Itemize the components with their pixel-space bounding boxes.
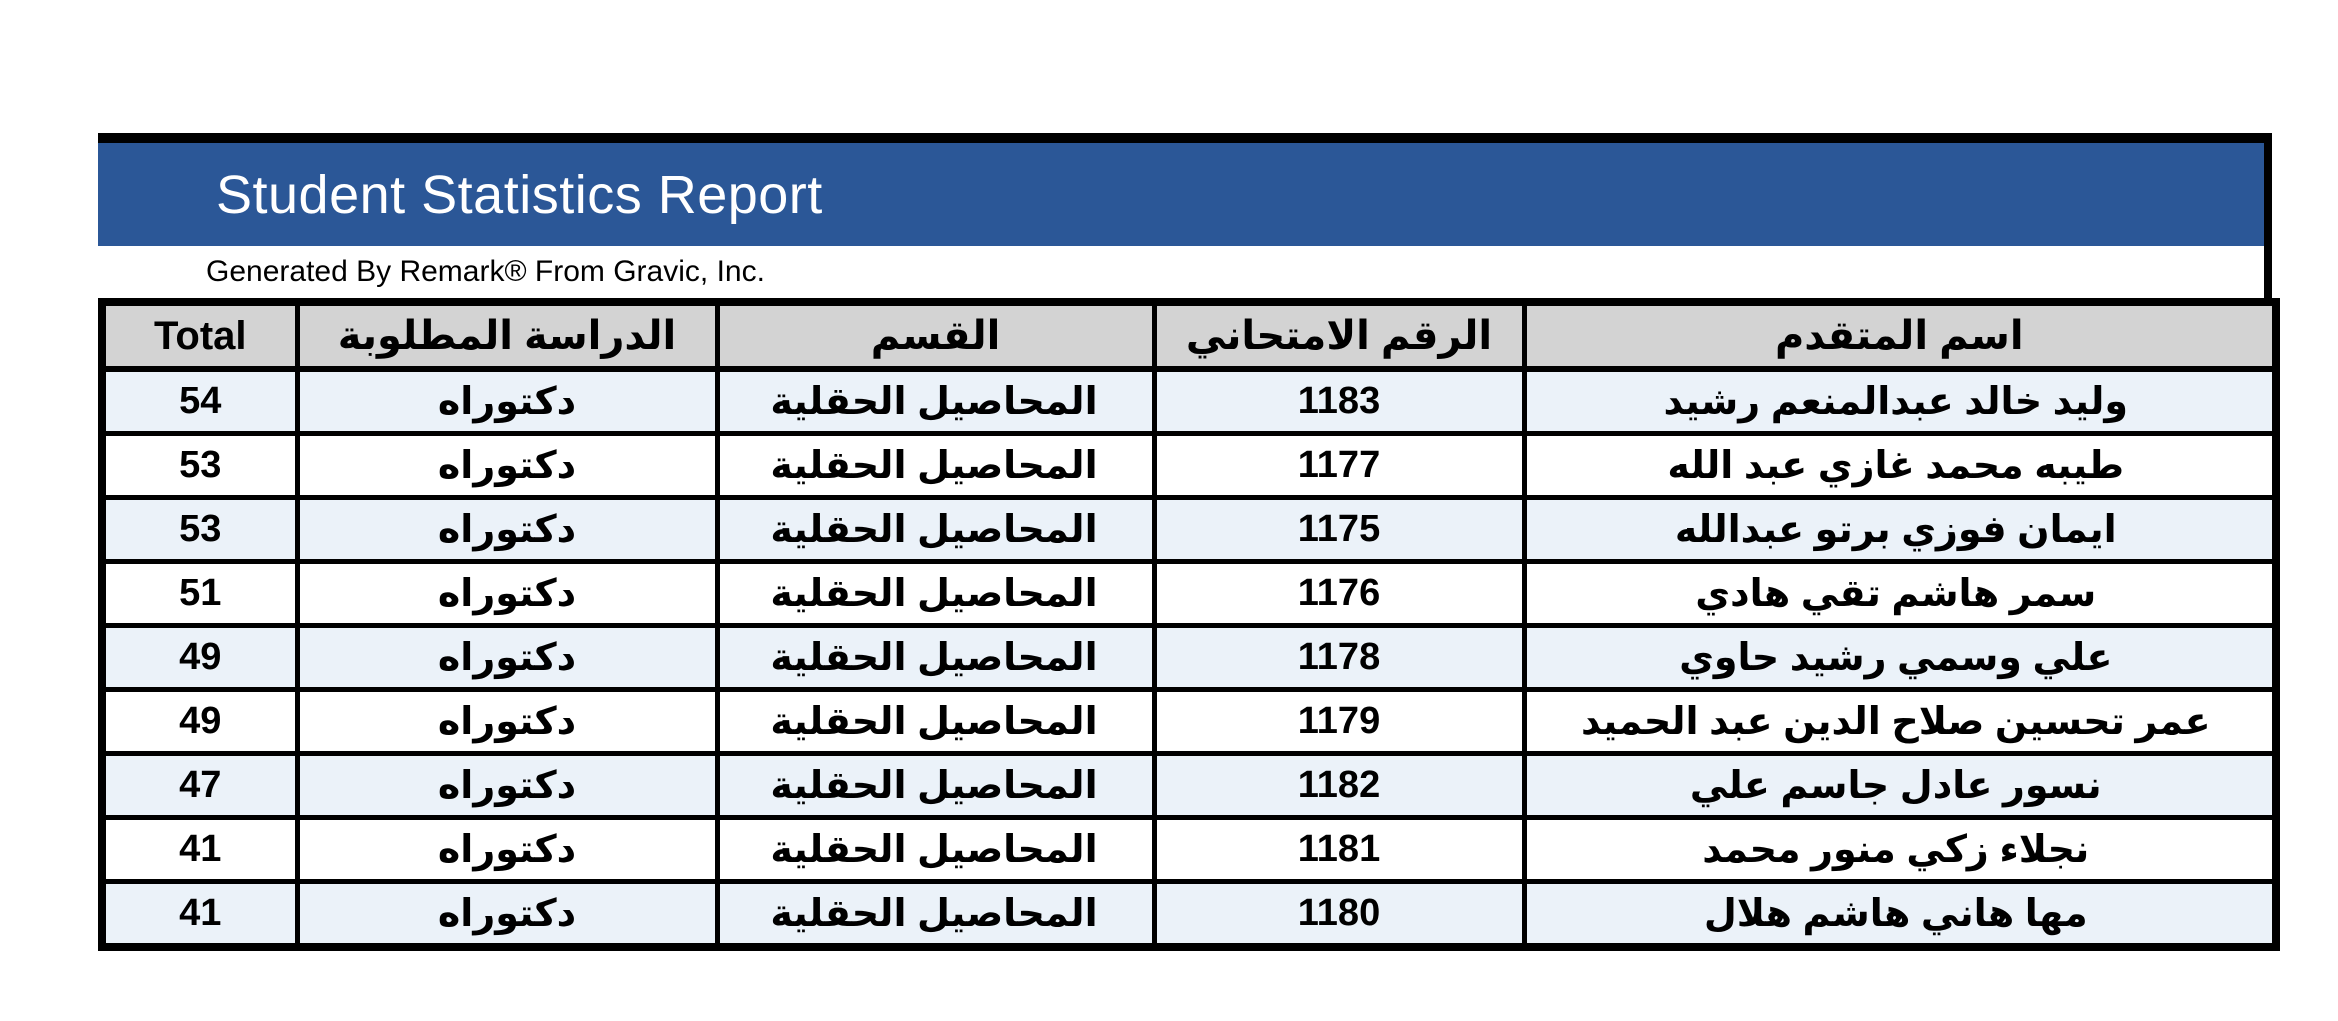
total-cell: 49 — [99, 687, 300, 756]
generated-by-text: Generated By Remark® From Gravic, Inc. — [206, 255, 765, 288]
table-row: 53 دكتوراه المحاصيل الحقلية 1175 ايمان ف… — [99, 495, 2279, 564]
subtitle-strip: Generated By Remark® From Gravic, Inc. — [98, 246, 2264, 298]
column-header-department: القسم — [714, 299, 1157, 372]
table-row: 41 دكتوراه المحاصيل الحقلية 1180 مها هان… — [99, 879, 2279, 950]
student-statistics-table: Total الدراسة المطلوبة القسم الرقم الامت… — [98, 298, 2280, 951]
department-cell: المحاصيل الحقلية — [714, 366, 1157, 436]
department-cell: المحاصيل الحقلية — [714, 879, 1157, 950]
department-cell: المحاصيل الحقلية — [714, 815, 1157, 884]
applicant-name-cell: ايمان فوزي برتو عبدالله — [1521, 495, 2279, 564]
table-row: 41 دكتوراه المحاصيل الحقلية 1181 نجلاء ز… — [99, 815, 2279, 884]
required-study-cell: دكتوراه — [294, 366, 720, 436]
applicant-name-cell: طيبه محمد غازي عبد الله — [1521, 431, 2279, 500]
applicant-name-cell: سمر هاشم تقي هادي — [1521, 559, 2279, 628]
column-header-applicant-name: اسم المتقدم — [1521, 299, 2279, 372]
total-cell: 41 — [99, 879, 300, 950]
required-study-cell: دكتوراه — [294, 751, 720, 820]
required-study-cell: دكتوراه — [294, 559, 720, 628]
department-cell: المحاصيل الحقلية — [714, 495, 1157, 564]
total-cell: 53 — [99, 495, 300, 564]
applicant-name-cell: مها هاني هاشم هلال — [1521, 879, 2279, 950]
exam-number-cell: 1183 — [1151, 366, 1527, 436]
table-row: 51 دكتوراه المحاصيل الحقلية 1176 سمر هاش… — [99, 559, 2279, 628]
exam-number-cell: 1180 — [1151, 879, 1527, 950]
required-study-cell: دكتوراه — [294, 687, 720, 756]
required-study-cell: دكتوراه — [294, 623, 720, 692]
required-study-cell: دكتوراه — [294, 495, 720, 564]
exam-number-cell: 1178 — [1151, 623, 1527, 692]
applicant-name-cell: علي وسمي رشيد حاوي — [1521, 623, 2279, 692]
exam-number-cell: 1181 — [1151, 815, 1527, 884]
total-cell: 49 — [99, 623, 300, 692]
required-study-cell: دكتوراه — [294, 431, 720, 500]
required-study-cell: دكتوراه — [294, 815, 720, 884]
column-header-total: Total — [99, 299, 300, 372]
total-cell: 51 — [99, 559, 300, 628]
total-cell: 47 — [99, 751, 300, 820]
header-top-bar — [98, 133, 2264, 143]
exam-number-cell: 1176 — [1151, 559, 1527, 628]
applicant-name-cell: نجلاء زكي منور محمد — [1521, 815, 2279, 884]
exam-number-cell: 1177 — [1151, 431, 1527, 500]
total-cell: 54 — [99, 366, 300, 436]
table-header-row: Total الدراسة المطلوبة القسم الرقم الامت… — [99, 299, 2279, 372]
exam-number-cell: 1175 — [1151, 495, 1527, 564]
table-row: 54 دكتوراه المحاصيل الحقلية 1183 وليد خا… — [99, 366, 2279, 436]
exam-number-cell: 1182 — [1151, 751, 1527, 820]
applicant-name-cell: وليد خالد عبدالمنعم رشيد — [1521, 366, 2279, 436]
table-row: 49 دكتوراه المحاصيل الحقلية 1179 عمر تحس… — [99, 687, 2279, 756]
report-header: Student Statistics Report Generated By R… — [98, 133, 2272, 298]
total-cell: 41 — [99, 815, 300, 884]
title-banner: Student Statistics Report — [98, 143, 2264, 246]
department-cell: المحاصيل الحقلية — [714, 431, 1157, 500]
applicant-name-cell: نسور عادل جاسم علي — [1521, 751, 2279, 820]
department-cell: المحاصيل الحقلية — [714, 751, 1157, 820]
table-row: 47 دكتوراه المحاصيل الحقلية 1182 نسور عا… — [99, 751, 2279, 820]
table-row: 49 دكتوراه المحاصيل الحقلية 1178 علي وسم… — [99, 623, 2279, 692]
exam-number-cell: 1179 — [1151, 687, 1527, 756]
table-row: 53 دكتوراه المحاصيل الحقلية 1177 طيبه مح… — [99, 431, 2279, 500]
column-header-required-study: الدراسة المطلوبة — [294, 299, 720, 372]
applicant-name-cell: عمر تحسين صلاح الدين عبد الحميد — [1521, 687, 2279, 756]
department-cell: المحاصيل الحقلية — [714, 559, 1157, 628]
total-cell: 53 — [99, 431, 300, 500]
page-title: Student Statistics Report — [216, 164, 823, 225]
department-cell: المحاصيل الحقلية — [714, 687, 1157, 756]
column-header-exam-number: الرقم الامتحاني — [1151, 299, 1527, 372]
required-study-cell: دكتوراه — [294, 879, 720, 950]
department-cell: المحاصيل الحقلية — [714, 623, 1157, 692]
